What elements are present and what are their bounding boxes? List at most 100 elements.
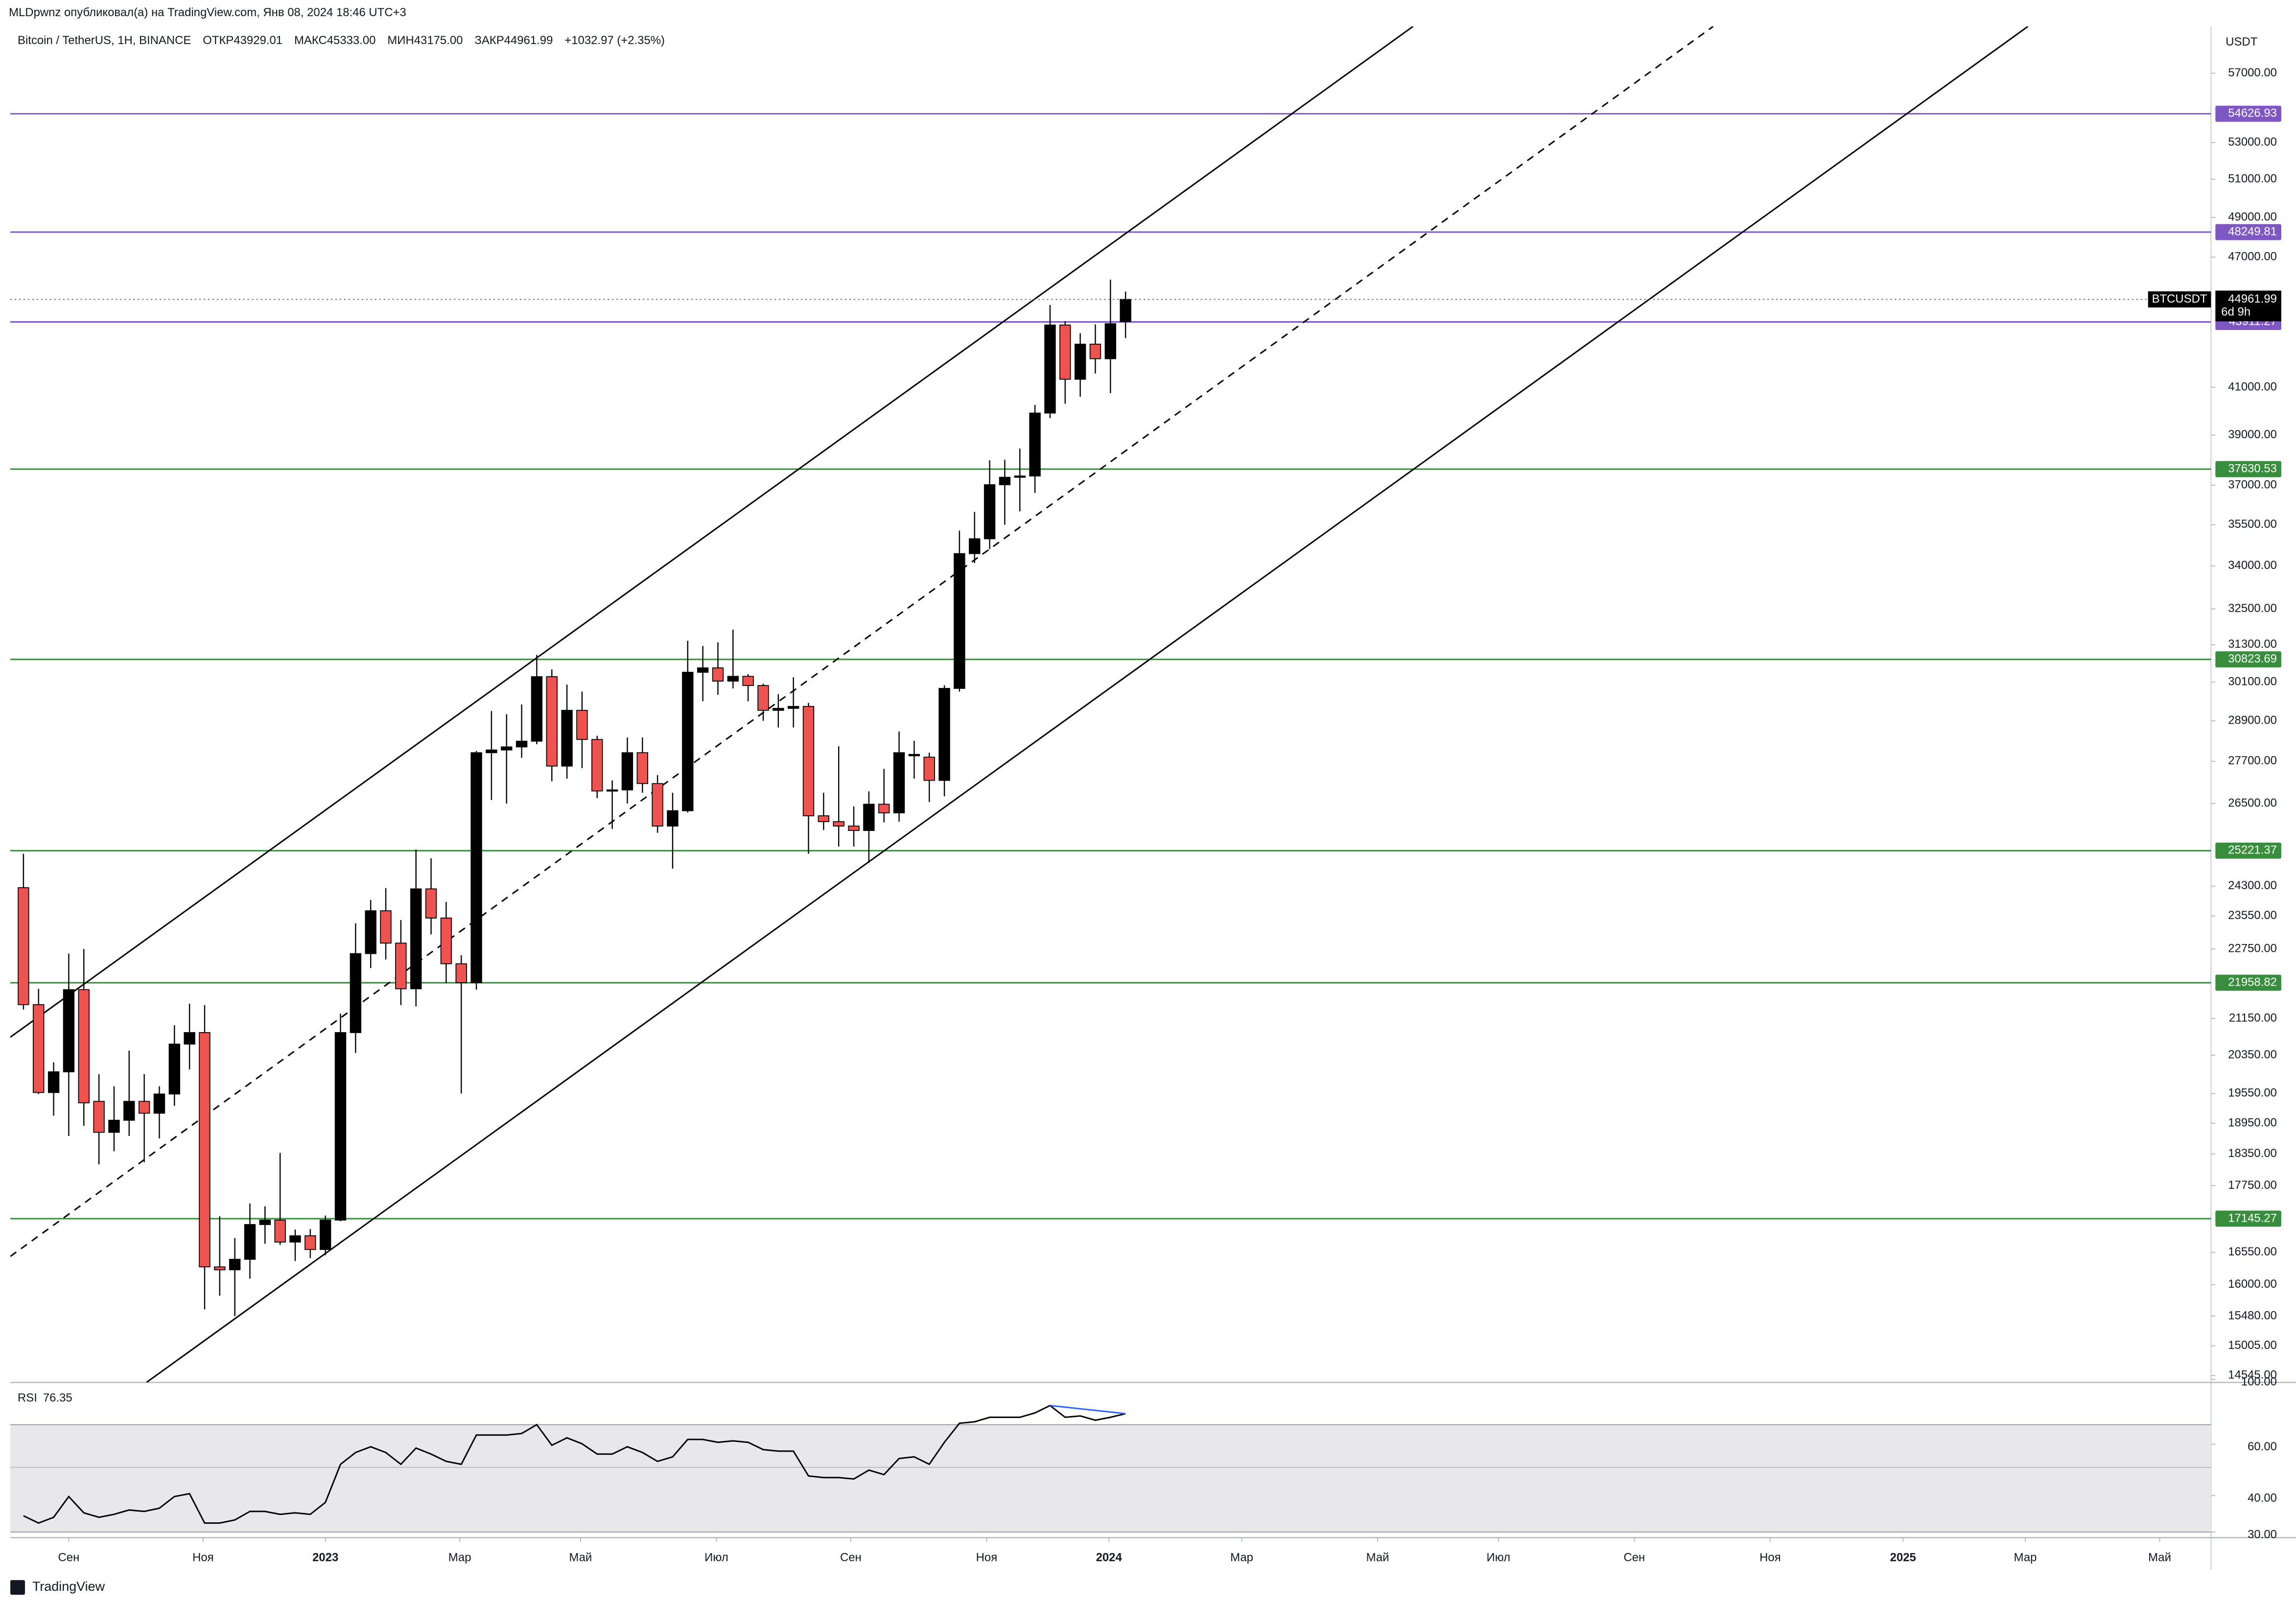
candle-body (742, 676, 754, 686)
y-tick-label: 37000.00 (2228, 478, 2277, 491)
rsi-band (10, 1424, 2211, 1532)
x-tick-label: Май (2148, 1551, 2171, 1564)
candle-body (259, 1219, 271, 1225)
y-tick-label: 28900.00 (2228, 714, 2277, 727)
candle-body (168, 1043, 180, 1095)
candle-body (1014, 475, 1026, 478)
legend-stat: ЗАКР44961.99 (474, 34, 553, 47)
y-tick-label: 16550.00 (2228, 1245, 2277, 1258)
y-tick-label: 27700.00 (2228, 754, 2277, 767)
trend-line (10, 26, 1414, 1038)
candle-body (334, 1032, 347, 1221)
level-label: 25221.37 (2228, 844, 2277, 857)
candle-body (244, 1224, 256, 1260)
candle-body (108, 1120, 120, 1133)
y-tick-label: 34000.00 (2228, 559, 2277, 572)
candle-body (802, 706, 815, 817)
candle-body (773, 708, 784, 711)
brand-name: TradingView (32, 1579, 105, 1594)
y-tick-label: 22750.00 (2228, 942, 2277, 955)
y-tick-label: 51000.00 (2228, 172, 2277, 185)
candle-body (486, 749, 497, 754)
y-tick-label: 19550.00 (2228, 1086, 2277, 1100)
rsi-name: RSI (18, 1392, 37, 1405)
candle-body (923, 756, 935, 781)
candle-body (515, 740, 528, 748)
candle-body (123, 1101, 135, 1121)
countdown: 6d 9h (2221, 306, 2250, 319)
candle-body (1104, 323, 1116, 359)
candle-body (63, 989, 75, 1072)
y-tick-label: 21150.00 (2229, 1011, 2277, 1024)
x-tick-label: Сен (1623, 1551, 1645, 1564)
y-tick-label: 16000.00 (2228, 1277, 2277, 1291)
y-tick-label: 49000.00 (2228, 210, 2277, 223)
legend-stat: МАКС45333.00 (294, 34, 376, 47)
rsi-tick-label: 60.00 (2248, 1440, 2277, 1453)
candle-body (999, 476, 1011, 485)
candle-body (470, 752, 482, 983)
x-tick-label: Мар (1230, 1551, 1253, 1564)
candle-body (365, 910, 376, 954)
x-tick-label: Ноя (976, 1551, 998, 1564)
candle-body (214, 1266, 226, 1271)
legend-stat: ОТКР43929.01 (203, 34, 282, 47)
x-tick-label: Июл (704, 1551, 728, 1564)
candle-body (1074, 344, 1086, 380)
candle-body (184, 1032, 195, 1045)
candle-body (787, 706, 799, 709)
candle-body (546, 676, 558, 767)
x-tick-label: Мар (448, 1551, 471, 1564)
candle-body (969, 538, 981, 554)
y-tick-label: 30100.00 (2228, 675, 2277, 688)
x-tick-label: Сен (58, 1551, 80, 1564)
x-tick-label: Май (569, 1551, 592, 1564)
y-tick-label: 18350.00 (2228, 1147, 2277, 1160)
level-label-box (2215, 224, 2281, 240)
y-tick-label: 18950.00 (2228, 1116, 2277, 1129)
level-label: 54626.93 (2228, 107, 2277, 120)
last-price-box (2215, 290, 2281, 322)
candle-body (833, 821, 844, 827)
legend-stat: МИН43175.00 (387, 34, 463, 47)
legend-stat: +1032.97 (+2.35%) (564, 34, 665, 47)
candle-body (440, 918, 452, 965)
candle-body (697, 667, 709, 673)
candle-body (848, 826, 860, 831)
x-tick-label: 2024 (1096, 1551, 1123, 1564)
candle-body (938, 688, 950, 781)
candle-body (863, 803, 875, 831)
candle-body (908, 754, 920, 756)
candle-body (410, 888, 422, 990)
y-tick-label: 24300.00 (2228, 879, 2277, 892)
candles (18, 280, 1131, 1316)
candle-body (78, 989, 90, 1104)
rsi-value: 76.35 (43, 1392, 72, 1405)
rsi-tick-label: 30.00 (2248, 1528, 2277, 1541)
candle-body (954, 553, 965, 689)
level-label-box (2215, 974, 2281, 991)
candle-body (199, 1032, 211, 1268)
candle-body (319, 1219, 331, 1250)
y-tick-label: 47000.00 (2228, 250, 2277, 263)
candle-body (153, 1093, 165, 1114)
candle-body (757, 685, 769, 711)
candle-body (305, 1235, 316, 1250)
publisher: MLDpwnz опубликовал(а) на TradingView.co… (9, 6, 406, 19)
level-label-box (2215, 461, 2281, 477)
candle-body (667, 810, 679, 827)
y-tick-label: 23550.00 (2228, 909, 2277, 922)
candle-body (893, 752, 905, 814)
level-label: 30823.69 (2228, 652, 2277, 665)
candle-body (652, 783, 663, 827)
rsi-tick-label: 100.00 (2241, 1375, 2277, 1389)
y-tick-label: 32500.00 (2228, 602, 2277, 615)
level-label: 37630.53 (2228, 462, 2277, 475)
candle-body (33, 1004, 45, 1093)
candle-body (682, 672, 694, 811)
rsi-line (23, 1404, 1126, 1524)
candle-body (531, 676, 543, 742)
candle-body (1059, 324, 1071, 380)
candle-body (229, 1259, 241, 1271)
